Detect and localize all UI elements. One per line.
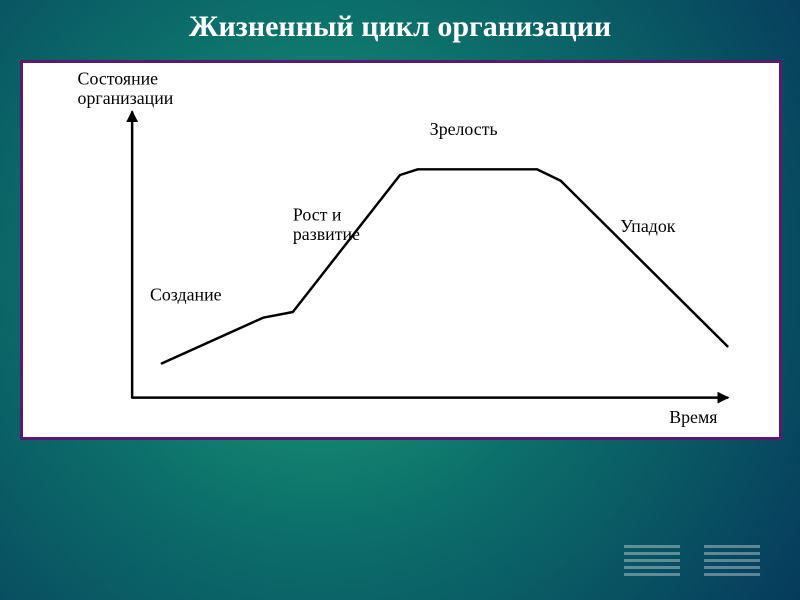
decoration-bar	[704, 566, 760, 569]
curve-layer	[162, 169, 728, 363]
decoration-bar	[624, 573, 680, 576]
decoration-bar	[624, 552, 680, 555]
slide-background: Жизненный цикл организации Состояниеорга…	[0, 0, 800, 600]
slide-title: Жизненный цикл организации	[0, 10, 800, 44]
decoration-bars-right	[704, 545, 760, 576]
phase-label-2: Зрелость	[430, 119, 498, 139]
decoration-bar	[704, 545, 760, 548]
y-axis-label: Состояниеорганизации	[78, 69, 174, 108]
decoration-bar	[624, 545, 680, 548]
phase-label-1: Рост иразвитие	[293, 205, 360, 244]
decoration-bar	[624, 566, 680, 569]
phase-label-3: Упадок	[620, 216, 676, 236]
x-axis-label: Время	[669, 407, 717, 427]
labels-layer: Состояниеорганизации Время Создание Рост ир…	[78, 69, 718, 427]
decoration-bar	[704, 559, 760, 562]
decoration-bar	[704, 552, 760, 555]
decoration-bar	[704, 573, 760, 576]
lifecycle-curve	[162, 169, 728, 363]
chart-frame: Состояниеорганизации Время Создание Рост ир…	[20, 60, 782, 440]
lifecycle-chart: Состояниеорганизации Время Создание Рост ир…	[23, 63, 779, 437]
decoration-bar	[624, 559, 680, 562]
decoration-bars-left	[624, 545, 680, 576]
phase-label-0: Создание	[150, 285, 222, 305]
